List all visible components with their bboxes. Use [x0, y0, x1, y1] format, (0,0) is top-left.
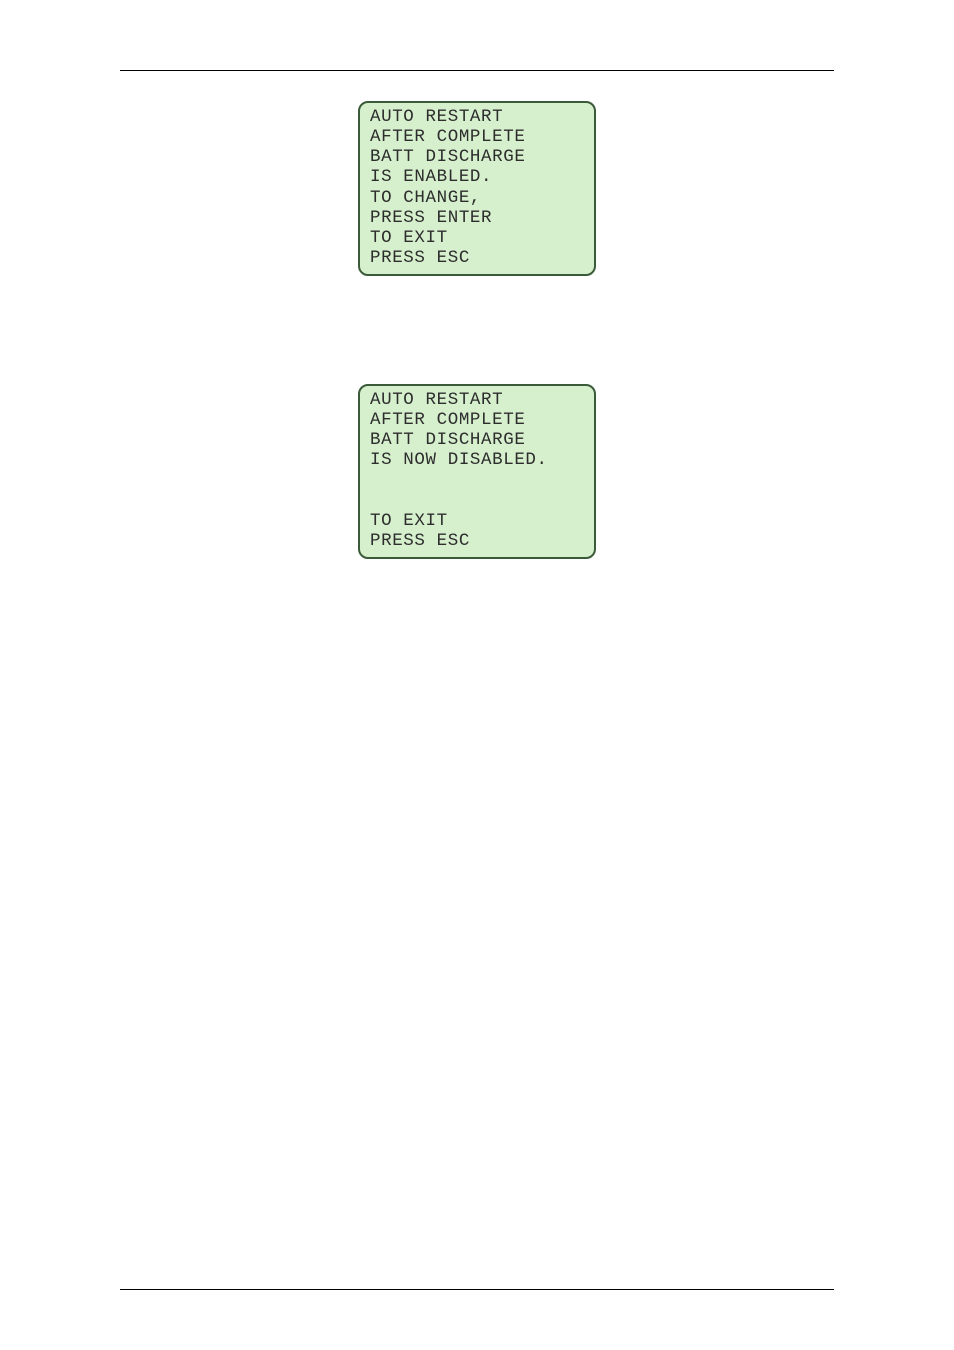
lcd2-line1: AUTO RESTART	[370, 390, 503, 410]
lcd1-line5: TO CHANGE,	[370, 188, 481, 208]
lcd2-line2: AFTER COMPLETE	[370, 410, 525, 430]
lcd1-line4: IS ENABLED.	[370, 167, 492, 187]
body-paragraph-2: Press ESC to return to the previous menu…	[120, 623, 834, 637]
lcd2-line3: BATT DISCHARGE	[370, 430, 525, 450]
footer-rule	[120, 1289, 834, 1290]
figure-caption-2: Figure: Automatic restart confirmation s…	[120, 569, 834, 583]
page-header: USER'S GUIDE	[120, 50, 834, 70]
header-rule	[120, 70, 834, 71]
header-left: USER'S GUIDE	[120, 50, 205, 64]
lcd2-line8: PRESS ESC	[370, 531, 470, 551]
lcd-screen-1: AUTO RESTART AFTER COMPLETE BATT DISCHAR…	[358, 101, 596, 276]
lcd1-line6: PRESS ENTER	[370, 208, 492, 228]
lcd1-line3: BATT DISCHARGE	[370, 147, 525, 167]
page: USER'S GUIDE AUTO RESTART AFTER COMPLETE…	[0, 0, 954, 1350]
lcd1-line1: AUTO RESTART	[370, 107, 503, 127]
lcd1-line8: PRESS ESC	[370, 248, 470, 268]
body-paragraph-1: Press ENTER to toggle the automatic rest…	[120, 340, 834, 354]
lcd1-line7: TO EXIT	[370, 228, 448, 248]
lcd1-line2: AFTER COMPLETE	[370, 127, 525, 147]
figure-caption-1: Figure: Automatic restart setting screen	[120, 286, 834, 300]
lcd2-line4: IS NOW DISABLED.	[370, 450, 548, 470]
lcd2-line7: TO EXIT	[370, 511, 448, 531]
lcd-screen-2: AUTO RESTART AFTER COMPLETE BATT DISCHAR…	[358, 384, 596, 559]
